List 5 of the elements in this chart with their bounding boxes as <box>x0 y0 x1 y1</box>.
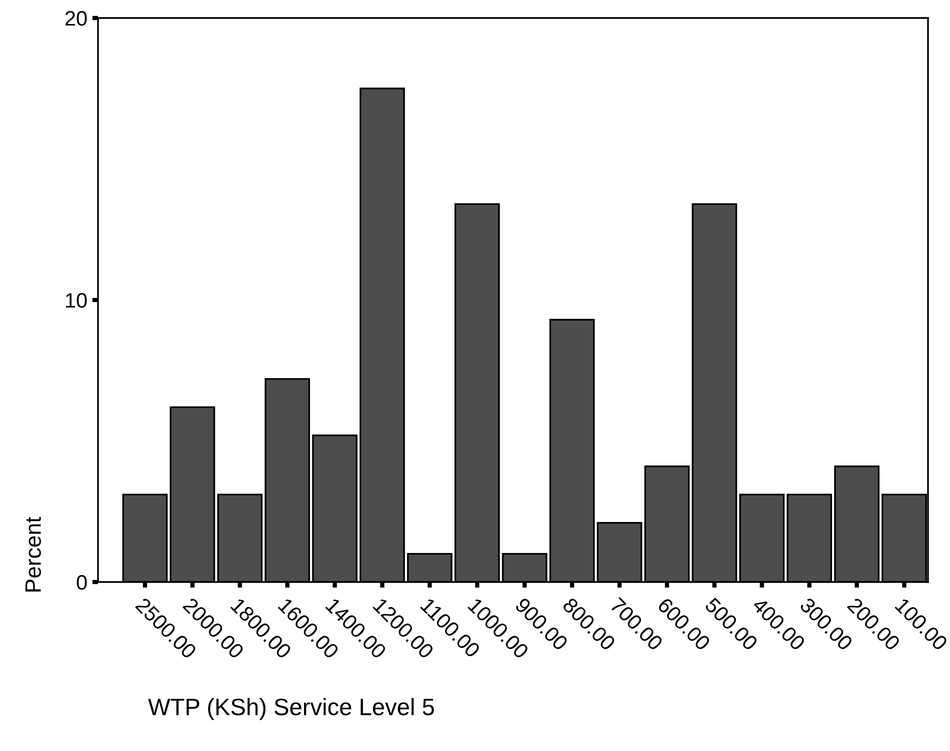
x-axis-title: WTP (KSh) Service Level 5 <box>148 698 434 720</box>
y-axis-title: Percent <box>25 516 41 592</box>
y-tick-label: 10 <box>66 293 87 308</box>
y-tick-label: 0 <box>76 575 87 590</box>
y-tick-label: 20 <box>65 11 87 26</box>
